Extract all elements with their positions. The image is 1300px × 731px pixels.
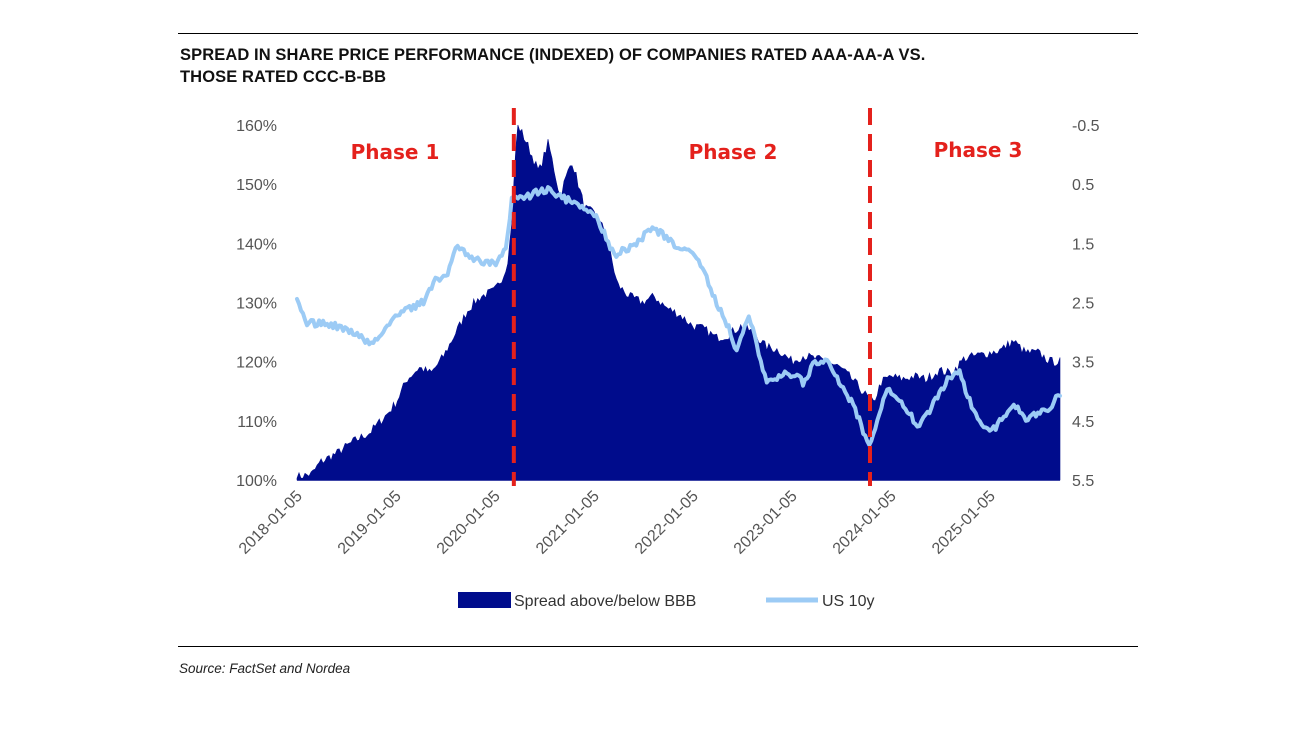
x-tick-label: 2019-01-05 bbox=[335, 488, 405, 558]
left-tick-label: 120% bbox=[236, 355, 277, 372]
legend-label-spread: Spread above/below BBB bbox=[514, 593, 696, 610]
us10y-line-series bbox=[295, 185, 1062, 447]
left-axis: 100% 110% 120% 130% 140% 150% 160% bbox=[236, 118, 277, 490]
x-tick-label: 2018-01-05 bbox=[236, 488, 306, 558]
phase-label: Phase 2 bbox=[689, 140, 778, 164]
right-tick-label: 2.5 bbox=[1072, 296, 1094, 313]
chart-title-line-1: SPREAD IN SHARE PRICE PERFORMANCE (INDEX… bbox=[180, 46, 926, 64]
phase-label: Phase 3 bbox=[934, 138, 1023, 162]
right-tick-label: 1.5 bbox=[1072, 236, 1094, 253]
right-axis: -0.5 0.5 1.5 2.5 3.5 4.5 5.5 bbox=[1072, 118, 1100, 490]
left-tick-label: 100% bbox=[236, 473, 277, 490]
phase-label: Phase 1 bbox=[351, 140, 440, 164]
spread-area-series bbox=[296, 124, 1061, 481]
left-tick-label: 110% bbox=[237, 414, 277, 431]
left-tick-label: 160% bbox=[236, 118, 277, 135]
x-axis: 2018-01-05 2019-01-05 2020-01-05 2021-01-05… bbox=[236, 488, 999, 558]
x-tick-label: 2023-01-05 bbox=[731, 488, 801, 558]
chart-title-line-2: THOSE RATED CCC-B-BB bbox=[180, 68, 387, 86]
legend: Spread above/below BBB US 10y bbox=[458, 592, 874, 610]
x-tick-label: 2022-01-05 bbox=[632, 488, 702, 558]
x-tick-label: 2020-01-05 bbox=[434, 488, 504, 558]
source-note: Source: FactSet and Nordea bbox=[179, 661, 351, 676]
legend-label-us10y: US 10y bbox=[822, 593, 874, 610]
x-tick-label: 2021-01-05 bbox=[533, 488, 603, 558]
x-tick-label: 2025-01-05 bbox=[929, 488, 999, 558]
right-tick-label: 0.5 bbox=[1072, 177, 1094, 194]
right-tick-label: 5.5 bbox=[1072, 473, 1094, 490]
left-tick-label: 140% bbox=[236, 236, 277, 253]
left-tick-label: 130% bbox=[236, 296, 277, 313]
right-tick-label: -0.5 bbox=[1072, 118, 1100, 135]
legend-swatch-spread bbox=[458, 592, 511, 608]
plot-area bbox=[295, 124, 1062, 481]
left-tick-label: 150% bbox=[236, 177, 277, 194]
chart-title: SPREAD IN SHARE PRICE PERFORMANCE (INDEX… bbox=[180, 44, 1130, 88]
x-tick-label: 2024-01-05 bbox=[830, 488, 900, 558]
bottom-rule bbox=[178, 646, 1138, 647]
right-tick-label: 4.5 bbox=[1072, 414, 1094, 431]
phase-markers: Phase 1 Phase 2 Phase 3 bbox=[351, 108, 1023, 486]
right-tick-label: 3.5 bbox=[1072, 355, 1094, 372]
top-rule bbox=[178, 33, 1138, 34]
